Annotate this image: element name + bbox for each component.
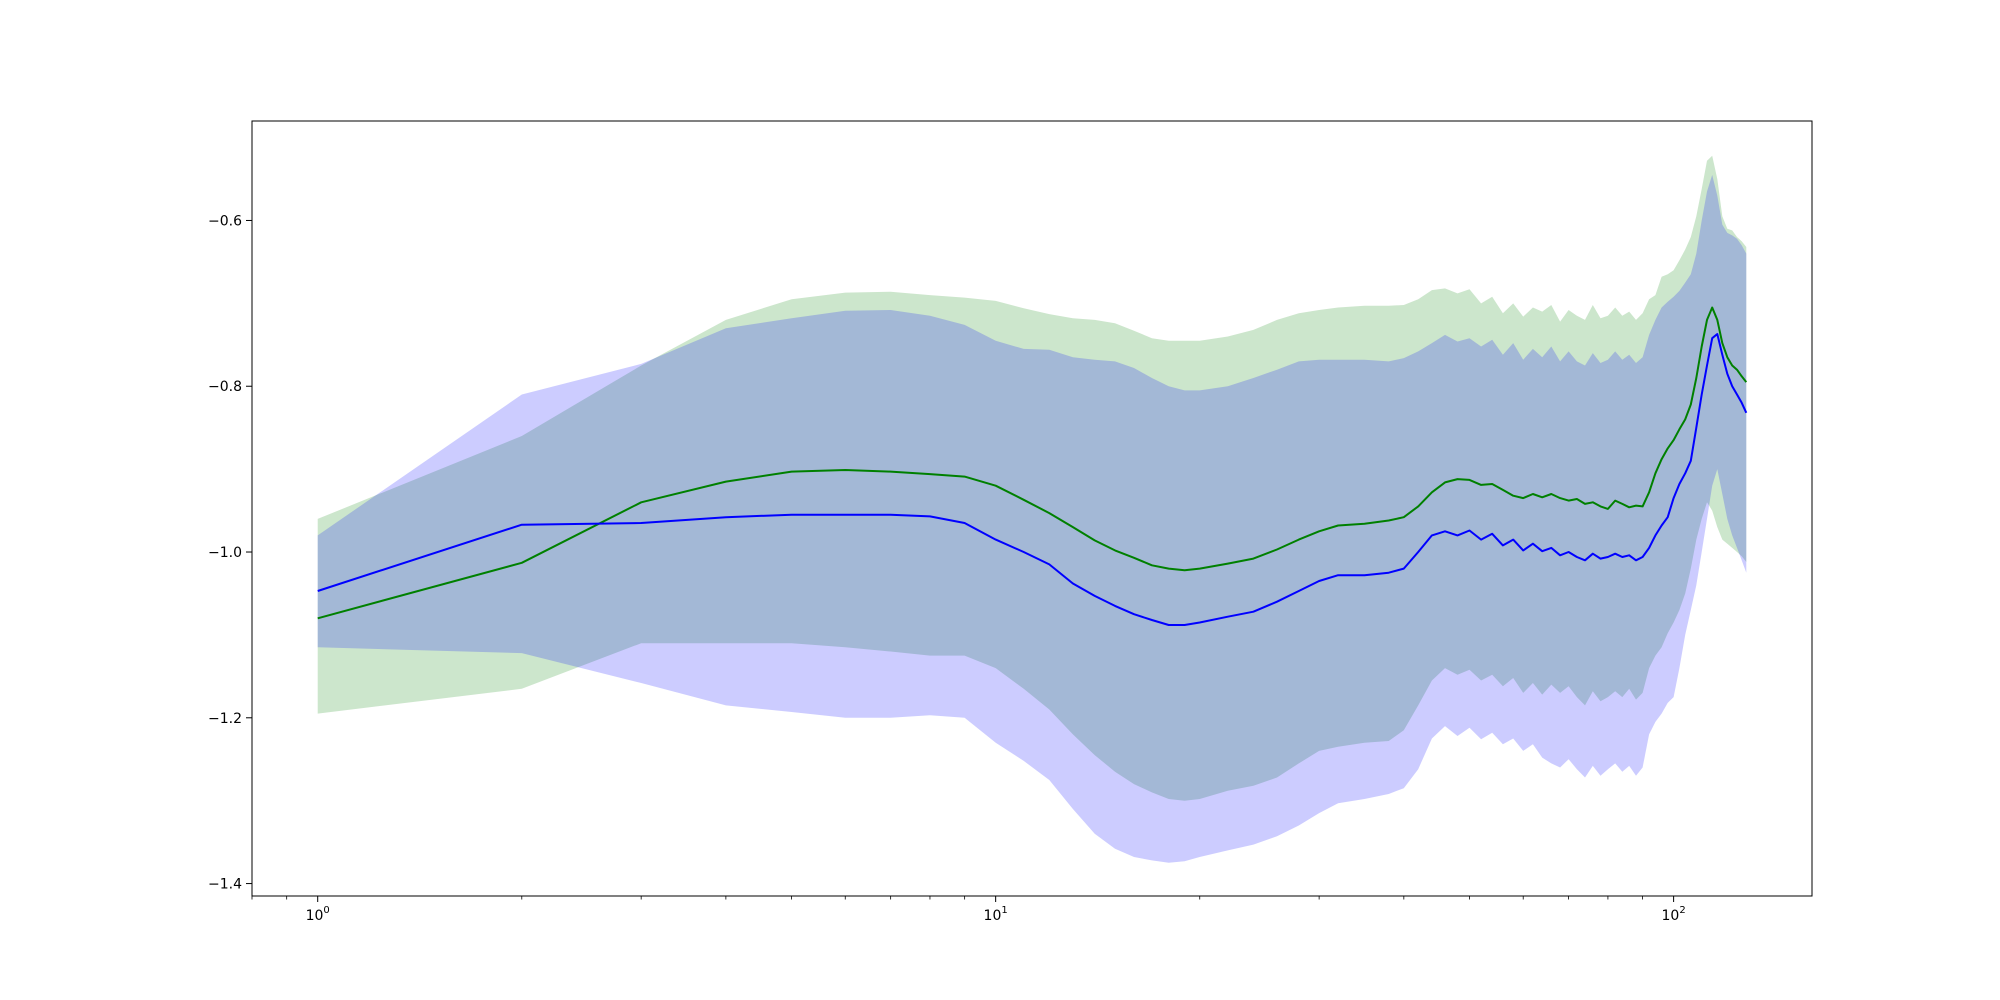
series-0-line bbox=[317, 306, 1748, 620]
plot-frame bbox=[251, 120, 1813, 897]
series-0-band bbox=[317, 155, 1747, 801]
series-1-line bbox=[317, 333, 1748, 626]
x-tick-label: 100 bbox=[306, 905, 330, 924]
x-tick-label: 102 bbox=[1662, 905, 1686, 924]
y-axis: −1.4 −1.2 −1.0 −0.8 −0.6 bbox=[208, 213, 252, 893]
y-tick-label: −1.4 bbox=[208, 877, 242, 893]
y-tick-label: −0.6 bbox=[208, 213, 242, 229]
series-lines bbox=[317, 306, 1748, 626]
series-1-band bbox=[317, 174, 1747, 863]
y-tick-label: −1.2 bbox=[208, 711, 242, 727]
x-axis: 100 101 102 bbox=[251, 896, 1686, 924]
y-tick-label: −1.0 bbox=[208, 545, 242, 561]
confidence-bands bbox=[317, 155, 1747, 863]
x-tick-label: 101 bbox=[984, 905, 1008, 924]
y-tick-label: −0.8 bbox=[208, 379, 242, 395]
